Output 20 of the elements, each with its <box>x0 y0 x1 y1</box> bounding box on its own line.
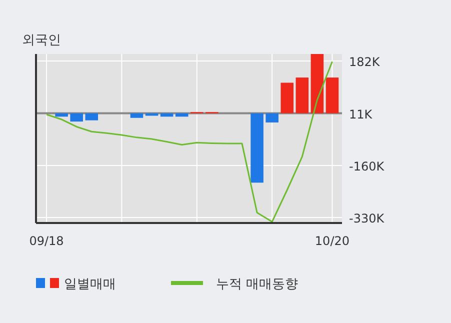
bar <box>85 113 98 120</box>
y-tick-label: -330K <box>349 212 386 226</box>
bar <box>55 113 68 117</box>
y-tick-label: 11K <box>349 107 374 122</box>
line-series <box>46 60 333 223</box>
chart-title: 외국인 <box>22 33 61 48</box>
legend-label: 일별매매 <box>64 277 116 292</box>
bar <box>310 54 324 114</box>
bar <box>296 78 309 114</box>
x-tick-label: 10/20 <box>314 234 350 248</box>
bar <box>280 82 294 114</box>
bar <box>326 78 339 114</box>
y-tick-label: -160K <box>349 160 386 174</box>
bar <box>70 113 83 122</box>
bar <box>130 113 144 118</box>
legend-label: 누적 매매동향 <box>216 277 298 292</box>
x-tick-label: 09/18 <box>29 234 64 248</box>
bar <box>266 113 278 122</box>
bar <box>250 113 264 183</box>
y-tick-label: 182K <box>349 55 381 70</box>
